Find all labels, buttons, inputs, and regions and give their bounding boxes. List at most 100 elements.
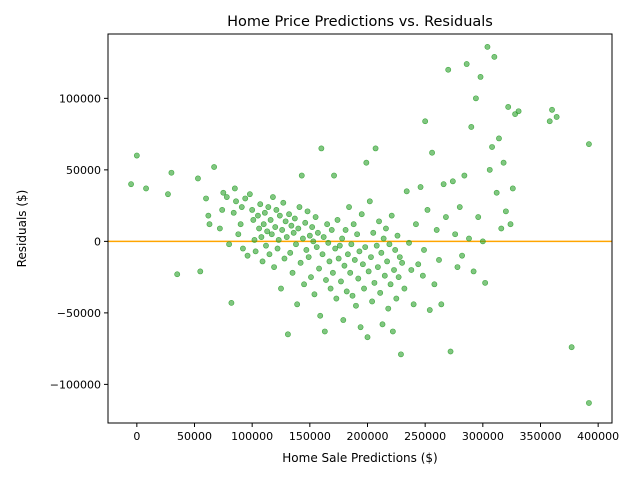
data-point	[470, 268, 477, 275]
data-point	[586, 400, 592, 406]
data-point	[346, 204, 352, 210]
plot-area	[108, 43, 612, 406]
data-point	[356, 248, 363, 255]
data-point	[426, 307, 433, 313]
data-point	[422, 118, 429, 125]
data-point	[377, 289, 384, 296]
data-point	[250, 217, 257, 223]
data-point	[399, 259, 405, 266]
data-point	[361, 285, 367, 292]
data-point	[475, 214, 482, 220]
y-tick-label: −100000	[50, 378, 101, 391]
data-point	[461, 172, 468, 179]
data-point	[288, 222, 295, 229]
data-point	[216, 225, 223, 232]
data-point	[205, 212, 212, 219]
data-point	[355, 275, 362, 282]
data-point	[373, 242, 380, 249]
data-point	[403, 188, 410, 195]
data-point	[327, 285, 334, 292]
data-point	[325, 239, 332, 246]
data-point	[246, 191, 253, 198]
data-point	[498, 225, 505, 232]
data-point	[466, 235, 472, 242]
data-point	[286, 211, 292, 218]
data-point	[491, 53, 498, 60]
data-point	[314, 229, 321, 236]
data-point	[374, 264, 381, 271]
data-point	[359, 261, 366, 268]
x-tick-label: 0	[133, 430, 140, 443]
data-point	[238, 204, 245, 210]
data-point	[429, 149, 435, 156]
data-point	[463, 61, 470, 67]
data-point	[289, 269, 296, 276]
data-point	[396, 254, 403, 260]
data-point	[305, 254, 312, 260]
data-point	[394, 232, 401, 239]
data-point	[283, 234, 290, 240]
data-point	[316, 265, 322, 272]
data-point	[310, 238, 317, 245]
data-point	[259, 258, 266, 265]
data-point	[353, 302, 359, 309]
data-point	[484, 43, 491, 50]
data-point	[351, 257, 358, 263]
data-point	[341, 262, 348, 269]
x-tick-label: 150000	[289, 430, 331, 443]
data-point	[505, 104, 512, 110]
data-point	[249, 207, 256, 213]
data-point	[372, 145, 379, 152]
y-axis-label: Residuals ($)	[15, 190, 29, 268]
data-point	[323, 277, 329, 283]
data-point	[387, 281, 394, 288]
data-point	[477, 74, 484, 80]
x-tick-label: 350000	[519, 430, 561, 443]
data-point	[332, 245, 339, 252]
data-point	[358, 211, 365, 218]
data-point	[366, 198, 373, 205]
data-point	[546, 118, 553, 125]
data-point	[333, 295, 340, 302]
data-point	[431, 281, 438, 288]
data-point	[276, 212, 283, 219]
axes: 0 50000 100000 150000 200000 250000 300000 3500…	[50, 92, 619, 443]
data-point	[486, 166, 493, 173]
x-tick-label: 200000	[346, 430, 388, 443]
data-point	[391, 267, 397, 273]
data-point	[206, 221, 213, 228]
data-point	[321, 328, 328, 335]
data-point	[424, 207, 431, 213]
data-point	[235, 231, 242, 238]
data-point	[281, 255, 288, 262]
data-point	[219, 207, 226, 213]
data-point	[410, 301, 417, 308]
data-point	[363, 159, 370, 166]
data-point	[265, 204, 272, 210]
data-point	[324, 221, 331, 228]
data-point	[290, 229, 297, 236]
data-point	[368, 254, 374, 260]
data-point	[459, 252, 465, 259]
data-point	[395, 274, 402, 281]
data-point	[415, 261, 422, 268]
data-point	[336, 242, 343, 249]
data-point	[237, 221, 244, 228]
x-tick-label: 400000	[577, 430, 619, 443]
data-point	[297, 259, 304, 266]
data-point	[168, 169, 175, 176]
data-point	[344, 251, 351, 258]
data-point	[438, 301, 445, 308]
data-point	[454, 264, 461, 271]
data-point	[370, 229, 377, 236]
data-point	[379, 321, 386, 328]
data-point	[319, 251, 326, 258]
data-point	[383, 225, 389, 232]
data-point	[230, 209, 237, 216]
data-point	[339, 235, 346, 242]
data-point	[385, 305, 392, 312]
y-tick-label: 0	[94, 235, 101, 248]
data-point	[165, 191, 171, 198]
x-tick-label: 50000	[177, 430, 212, 443]
